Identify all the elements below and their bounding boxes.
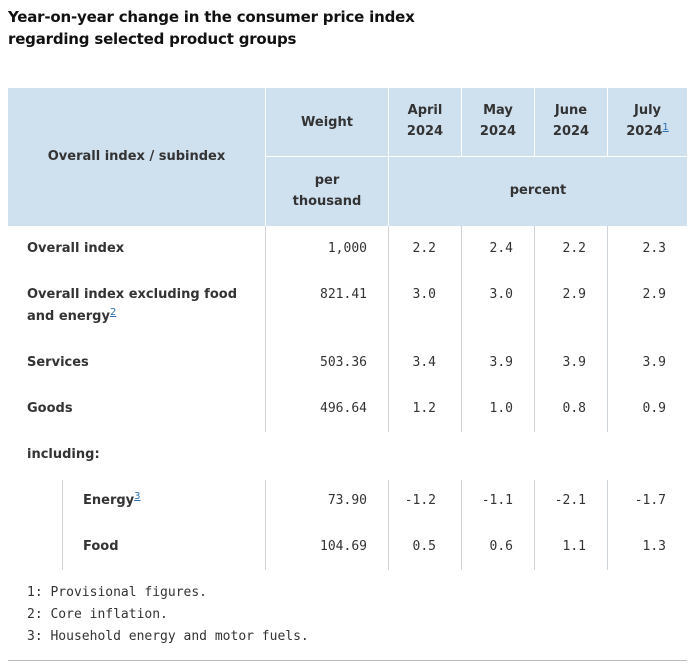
percent-cell: 2.9 [562, 287, 586, 302]
weight-cell: 104.69 [320, 539, 367, 554]
percent-cell: 0.5 [412, 539, 436, 554]
weight-unit-header: per thousand [292, 173, 362, 209]
column-divider [388, 480, 389, 570]
percent-cell: -1.1 [481, 493, 513, 508]
percent-cell: 3.0 [412, 287, 436, 302]
percent-cell: 1.0 [489, 401, 513, 416]
column-divider [607, 480, 608, 570]
weight-cell: 496.64 [320, 401, 367, 416]
table-title: Year-on-year change in the consumer pric… [8, 8, 415, 48]
column-divider [461, 480, 462, 570]
month-column-header: April 2024 [406, 103, 444, 139]
percent-cell: 3.9 [562, 355, 586, 370]
percent-cell: -1.2 [404, 493, 436, 508]
row-label: Food [83, 539, 119, 554]
weight-cell: 821.41 [320, 287, 367, 302]
percent-cell: 0.8 [562, 401, 586, 416]
index-column-header: Overall index / subindex [47, 149, 226, 164]
row-label: Goods [27, 401, 73, 416]
header-divider [266, 156, 687, 157]
footnote-link[interactable]: 2 [109, 307, 117, 318]
row-label: including: [27, 447, 100, 462]
percent-cell: 2.2 [412, 241, 436, 256]
percent-cell: 0.9 [642, 401, 666, 416]
footnote-link[interactable]: 3 [134, 491, 141, 502]
percent-cell: 3.9 [489, 355, 513, 370]
row-label: Energy3 [83, 491, 141, 509]
header-divider [461, 88, 462, 156]
percent-cell: 1.3 [642, 539, 666, 554]
row-label: Services [27, 355, 89, 370]
percent-cell: -1.7 [634, 493, 666, 508]
column-divider [388, 226, 389, 432]
indent-divider [62, 480, 63, 570]
weight-column-header: Weight [301, 115, 353, 130]
table-header [8, 88, 687, 226]
percent-cell: 1.2 [412, 401, 436, 416]
column-divider [534, 226, 535, 432]
header-divider [388, 88, 389, 226]
weight-cell: 503.36 [320, 355, 367, 370]
percent-cell: 2.4 [489, 241, 513, 256]
header-divider [265, 88, 266, 226]
weight-cell: 1,000 [327, 241, 367, 256]
bottom-rule [8, 660, 687, 661]
footnote-1: 1: Provisional figures. [27, 585, 208, 600]
percent-cell: -2.1 [554, 493, 586, 508]
percent-cell: 3.0 [489, 287, 513, 302]
percent-cell: 3.4 [412, 355, 436, 370]
footnote-2: 2: Core inflation. [27, 607, 168, 622]
percent-cell: 3.9 [642, 355, 666, 370]
column-divider [607, 226, 608, 432]
percent-cell: 2.3 [642, 241, 666, 256]
footnote-3: 3: Household energy and motor fuels. [27, 629, 309, 644]
percent-cell: 0.6 [489, 539, 513, 554]
row-label: Overall index excluding food and energy2 [27, 287, 237, 324]
column-divider [265, 480, 266, 570]
column-divider [265, 226, 266, 432]
footnote-link[interactable]: 1 [662, 122, 669, 133]
month-column-header: May 2024 [479, 103, 517, 139]
weight-cell: 73.90 [327, 493, 367, 508]
column-divider [461, 226, 462, 432]
month-column-header: July 20241 [626, 103, 669, 139]
percent-unit-header: percent [509, 183, 567, 198]
column-divider [534, 480, 535, 570]
percent-cell: 2.2 [562, 241, 586, 256]
percent-cell: 1.1 [562, 539, 586, 554]
month-column-header: June 2024 [552, 103, 590, 139]
row-label: Overall index [27, 241, 125, 256]
header-divider [534, 88, 535, 156]
header-divider [607, 88, 608, 156]
percent-cell: 2.9 [642, 287, 666, 302]
footnotes: 1: Provisional figures. 2: Core inflatio… [27, 582, 627, 648]
